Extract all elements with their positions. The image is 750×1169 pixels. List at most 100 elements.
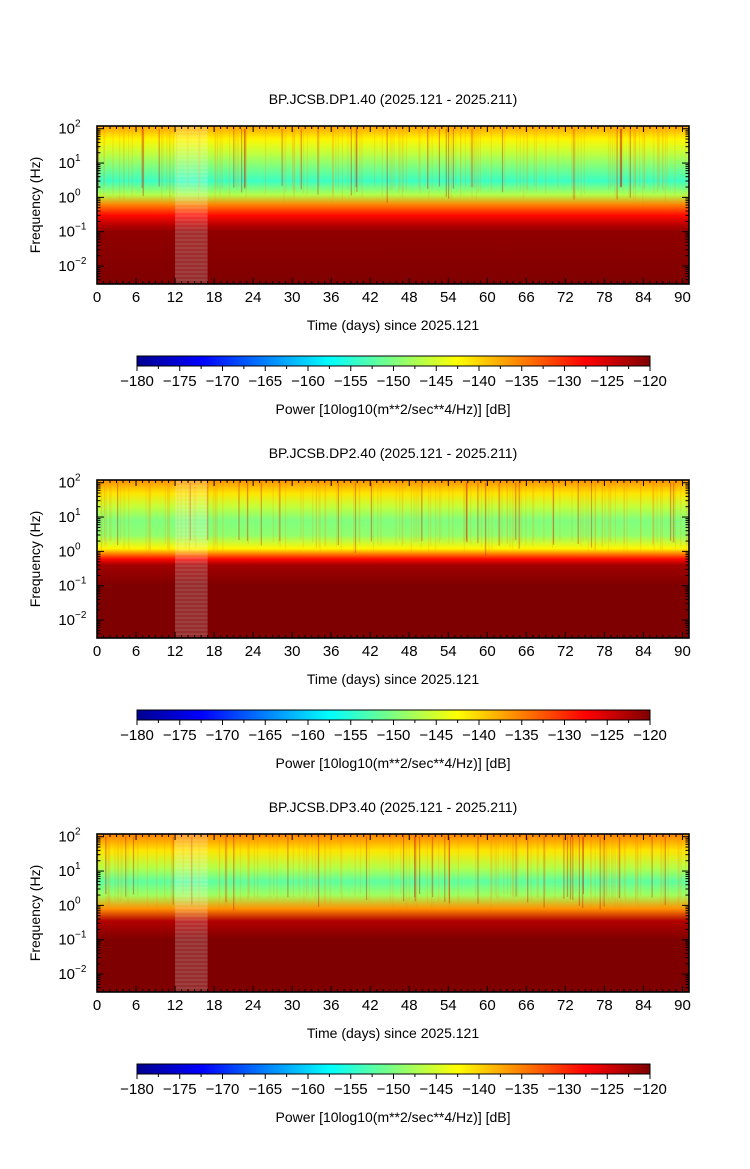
y-tick-label: 10 <box>58 829 75 846</box>
x-tick-label: 54 <box>440 643 457 660</box>
y-tick-exponent: −1 <box>75 930 87 941</box>
y-tick-label: 10 <box>58 258 75 275</box>
x-axis-label: Time (days) since 2025.121 <box>307 1025 479 1041</box>
colorbar-tick-label: −120 <box>633 727 667 744</box>
x-tick-label: 0 <box>93 997 101 1014</box>
colorbar-tick-label: −125 <box>590 1081 624 1098</box>
colorbar <box>136 355 651 367</box>
y-tick-label: 10 <box>58 966 75 983</box>
x-tick-label: 48 <box>401 643 418 660</box>
colorbar-tick-label: −135 <box>505 727 539 744</box>
y-tick-label: 10 <box>58 932 75 949</box>
x-tick-label: 18 <box>206 997 223 1014</box>
colorbar-tick-label: −155 <box>334 373 368 390</box>
colorbar-tick-label: −175 <box>163 373 197 390</box>
colorbar-tick-label: −120 <box>633 1081 667 1098</box>
colorbar-tick-label: −160 <box>291 1081 325 1098</box>
y-tick-exponent: −2 <box>75 256 87 267</box>
colorbar-tick-label: −125 <box>590 373 624 390</box>
x-tick-label: 90 <box>674 997 691 1014</box>
colorbar-tick-label: −135 <box>505 373 539 390</box>
x-tick-label: 78 <box>596 289 613 306</box>
plot-title: BP.JCSB.DP1.40 (2025.121 - 2025.211) <box>269 91 518 107</box>
x-tick-label: 36 <box>323 643 340 660</box>
y-tick-exponent: 1 <box>75 507 81 518</box>
x-tick-label: 12 <box>167 289 184 306</box>
y-tick-label: 10 <box>58 224 75 241</box>
colorbar-tick-label: −150 <box>377 373 411 390</box>
x-tick-label: 24 <box>245 643 262 660</box>
x-tick-label: 12 <box>167 997 184 1014</box>
colorbar-tick-label: −165 <box>248 1081 282 1098</box>
colorbar-tick-label: −120 <box>633 373 667 390</box>
colorbar-tick-label: −145 <box>419 1081 453 1098</box>
y-tick-exponent: 2 <box>75 827 81 838</box>
colorbar-tick-label: −150 <box>377 727 411 744</box>
colorbar-tick-label: −125 <box>590 727 624 744</box>
panel-0: BP.JCSB.DP1.40 (2025.121 - 2025.211) Fre… <box>27 91 691 417</box>
x-tick-label: 54 <box>440 289 457 306</box>
colorbar-tick-label: −140 <box>462 727 496 744</box>
y-axis-label: Frequency (Hz) <box>27 865 43 961</box>
x-tick-label: 30 <box>284 997 301 1014</box>
y-tick-exponent: 1 <box>75 861 81 872</box>
colorbar-tick-label: −180 <box>120 1081 154 1098</box>
colorbar-tick-label: −140 <box>462 373 496 390</box>
colorbar-label: Power [10log10(m**2/sec**4/Hz)] [dB] <box>276 755 511 771</box>
x-tick-label: 36 <box>323 997 340 1014</box>
x-tick-label: 84 <box>635 643 652 660</box>
y-tick-label: 10 <box>58 121 75 138</box>
x-axis-label: Time (days) since 2025.121 <box>307 317 479 333</box>
x-tick-label: 42 <box>362 997 379 1014</box>
y-tick-exponent: −1 <box>75 222 87 233</box>
colorbar-tick-label: −155 <box>334 727 368 744</box>
y-tick-exponent: 0 <box>75 895 81 906</box>
plot-title: BP.JCSB.DP2.40 (2025.121 - 2025.211) <box>269 445 518 461</box>
y-tick-exponent: −2 <box>75 964 87 975</box>
colorbar-tick-label: −140 <box>462 1081 496 1098</box>
x-tick-label: 18 <box>206 289 223 306</box>
x-tick-label: 60 <box>479 643 496 660</box>
x-tick-label: 84 <box>635 997 652 1014</box>
colorbar-tick-label: −160 <box>291 373 325 390</box>
y-tick-exponent: 2 <box>75 119 81 130</box>
y-tick-label: 10 <box>58 155 75 172</box>
colorbar-tick-label: −165 <box>248 727 282 744</box>
x-tick-label: 54 <box>440 997 457 1014</box>
y-axis-label: Frequency (Hz) <box>27 157 43 253</box>
y-tick-exponent: 0 <box>75 187 81 198</box>
colorbar-tick-label: −180 <box>120 373 154 390</box>
x-tick-label: 18 <box>206 643 223 660</box>
colorbar-tick-label: −150 <box>377 1081 411 1098</box>
x-tick-label: 0 <box>93 643 101 660</box>
colorbar-label: Power [10log10(m**2/sec**4/Hz)] [dB] <box>276 401 511 417</box>
y-tick-label: 10 <box>58 863 75 880</box>
x-tick-label: 90 <box>674 289 691 306</box>
y-tick-label: 10 <box>58 475 75 492</box>
data-gap <box>175 480 208 638</box>
y-tick-label: 10 <box>58 189 75 206</box>
colorbar-tick-label: −170 <box>206 1081 240 1098</box>
colorbar-tick-label: −175 <box>163 1081 197 1098</box>
colorbar-tick-label: −130 <box>548 1081 582 1098</box>
x-tick-label: 48 <box>401 997 418 1014</box>
colorbar-tick-label: −170 <box>206 727 240 744</box>
x-tick-label: 12 <box>167 643 184 660</box>
spectrogram-image <box>97 126 689 284</box>
y-tick-exponent: 2 <box>75 473 81 484</box>
colorbar-tick-label: −145 <box>419 727 453 744</box>
y-tick-label: 10 <box>58 543 75 560</box>
y-tick-label: 10 <box>58 509 75 526</box>
spectrogram-texture <box>98 836 687 911</box>
colorbar-tick-label: −170 <box>206 373 240 390</box>
spectrogram-texture <box>100 482 688 557</box>
colorbar <box>136 1063 651 1075</box>
y-tick-exponent: 0 <box>75 541 81 552</box>
spectrogram-image <box>97 834 689 992</box>
x-tick-label: 30 <box>284 643 301 660</box>
colorbar-tick-label: −135 <box>505 1081 539 1098</box>
x-tick-label: 72 <box>557 289 574 306</box>
x-tick-label: 42 <box>362 289 379 306</box>
x-tick-label: 84 <box>635 289 652 306</box>
